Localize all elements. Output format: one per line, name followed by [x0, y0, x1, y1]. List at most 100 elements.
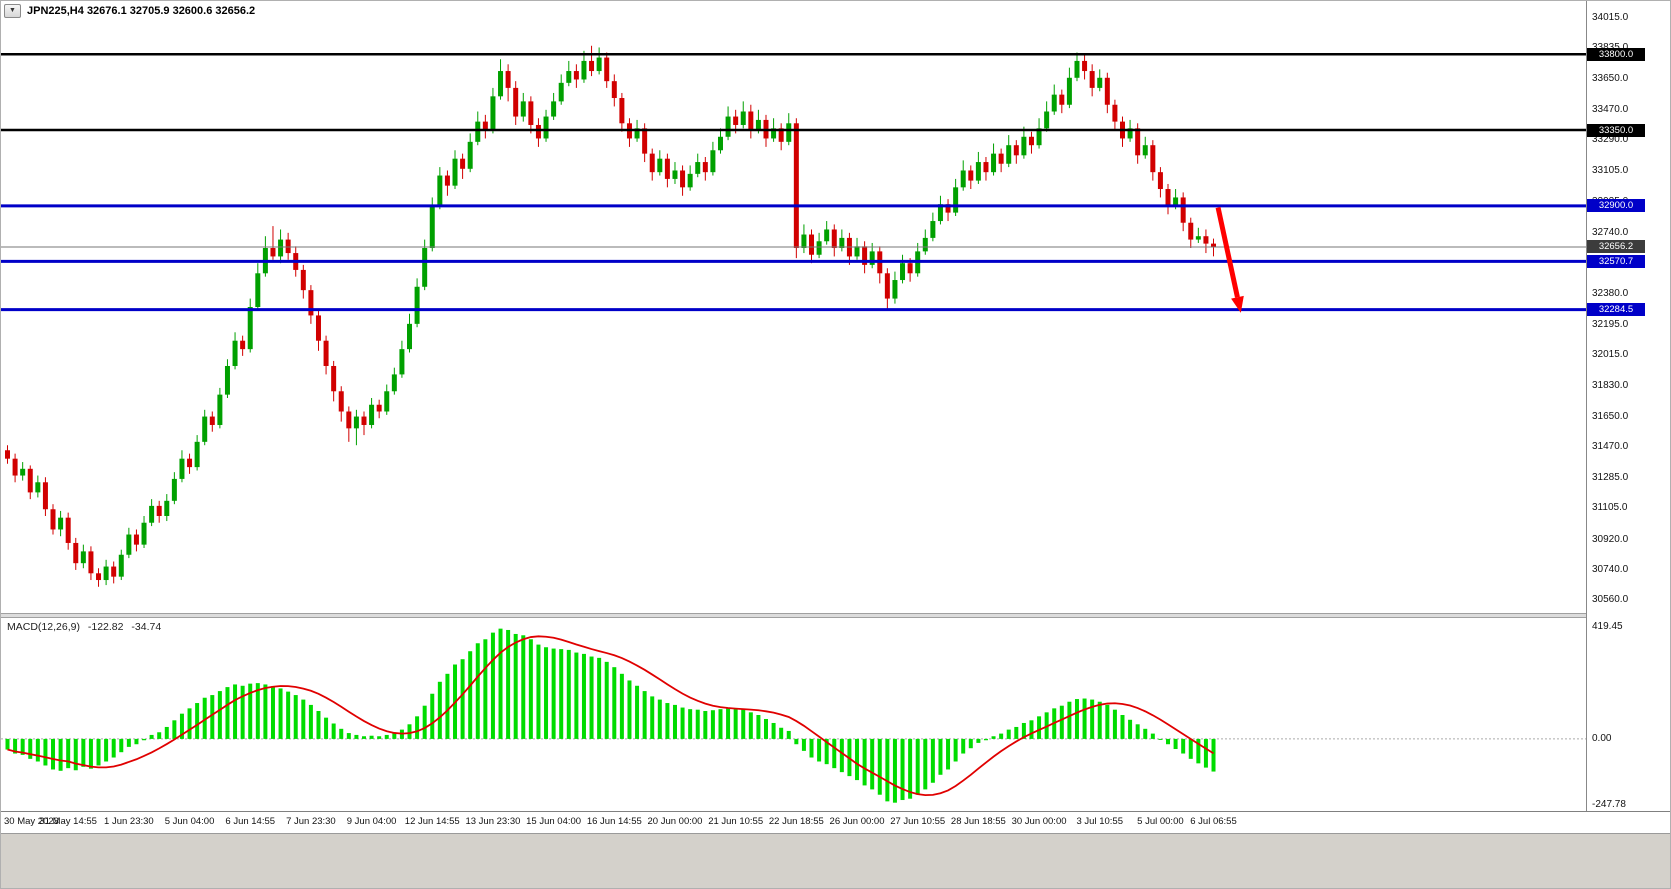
macd-histogram-bar — [809, 738, 814, 758]
macd-histogram-bar — [680, 707, 685, 739]
candle — [915, 242, 921, 277]
macd-histogram-bar — [703, 711, 708, 739]
candle — [695, 153, 701, 178]
macd-histogram-bar — [1059, 705, 1064, 739]
candle — [1082, 54, 1088, 80]
macd-histogram-bar — [134, 738, 139, 745]
macd-histogram-bar — [1158, 738, 1163, 740]
candle — [884, 268, 890, 309]
candle — [460, 153, 466, 179]
chart-symbol-timeframe: JPN225,H4 — [27, 5, 84, 17]
candle — [1150, 140, 1156, 181]
macd-histogram-bar — [255, 683, 260, 739]
candle — [80, 544, 86, 569]
macd-histogram-bar — [58, 738, 63, 771]
candle — [717, 128, 723, 154]
macd-histogram-bar — [164, 726, 169, 739]
macd-histogram-bar — [43, 738, 48, 766]
macd-histogram-bar — [20, 738, 25, 755]
candle — [179, 450, 185, 483]
macd-histogram-bar — [817, 738, 822, 762]
candle — [247, 298, 253, 353]
macd-pane[interactable]: MACD(12,26,9) -122.82 -34.74 — [1, 618, 1586, 811]
macd-chart[interactable] — [1, 618, 1586, 811]
macd-indicator-label: MACD(12,26,9) -122.82 -34.74 — [7, 621, 161, 633]
candle — [725, 106, 731, 141]
macd-histogram-bar — [407, 724, 412, 739]
candle — [1051, 84, 1057, 115]
macd-histogram-bar — [1166, 738, 1171, 745]
down-arrow-annotation[interactable] — [1215, 207, 1240, 298]
candle — [816, 232, 822, 259]
candle — [27, 465, 33, 500]
candle — [285, 232, 291, 260]
macd-histogram-bar — [1105, 704, 1110, 739]
macd-histogram-bar — [308, 704, 313, 739]
price-tick-label: 31285.0 — [1592, 472, 1629, 484]
candle — [111, 561, 117, 584]
candle — [391, 367, 397, 395]
candle — [1028, 131, 1034, 154]
price-tick-label: 32740.0 — [1592, 226, 1629, 238]
macd-histogram-bar — [665, 703, 670, 739]
macd-histogram-bar — [392, 733, 397, 739]
time-axis[interactable]: 30 May 2023 31 May 14:55 1 Jun 23:30 5 Jun … — [1, 811, 1670, 833]
macd-histogram-bar — [991, 736, 996, 739]
candle — [164, 494, 170, 522]
candle — [505, 64, 511, 102]
candle — [513, 81, 519, 125]
down-arrow-head[interactable] — [1231, 295, 1244, 313]
macd-histogram-bar — [536, 644, 541, 739]
time-tick-label: 26 Jun 00:00 — [829, 816, 885, 827]
candle — [672, 162, 678, 184]
candle — [596, 47, 602, 75]
price-axis[interactable]: 34015.033835.033650.033470.033290.033105… — [1586, 1, 1670, 811]
macd-histogram-bar — [468, 651, 473, 739]
candle — [437, 167, 443, 210]
macd-histogram-bar — [66, 738, 71, 769]
macd-histogram-bar — [574, 652, 579, 739]
candle — [224, 359, 230, 399]
macd-histogram-bar — [521, 635, 526, 739]
price-tick-label: 31105.0 — [1592, 502, 1628, 514]
macd-histogram-bar — [748, 712, 753, 739]
pane-splitter[interactable] — [1, 613, 1586, 618]
macd-histogram-bar — [88, 738, 93, 769]
candle — [171, 472, 177, 505]
time-tick-label: 22 Jun 18:55 — [768, 816, 824, 827]
candle — [20, 462, 26, 481]
macd-histogram-bar — [589, 656, 594, 739]
candle — [399, 340, 405, 378]
macd-histogram-bar — [475, 643, 480, 739]
candle — [58, 510, 64, 537]
macd-histogram-bar — [938, 738, 943, 775]
time-tick-label: 5 Jul 00:00 — [1137, 816, 1184, 827]
chart-collapse-button[interactable]: ▼ — [4, 4, 21, 18]
macd-histogram-bar — [104, 738, 109, 762]
macd-name: MACD(12,26,9) — [7, 621, 80, 633]
price-tick-label: 33290.0 — [1592, 134, 1629, 146]
macd-histogram-bar — [217, 691, 222, 739]
candle — [535, 118, 541, 147]
candle — [490, 87, 496, 134]
time-tick-label: 13 Jun 23:30 — [465, 816, 521, 827]
macd-histogram-bar — [1029, 720, 1034, 739]
macd-histogram-bar — [248, 683, 253, 739]
price-tick-label: 31650.0 — [1592, 410, 1629, 422]
candle — [649, 148, 655, 181]
candle — [407, 313, 413, 353]
macd-histogram-bar — [1112, 709, 1117, 739]
time-tick-label: 30 Jun 00:00 — [1011, 816, 1067, 827]
candle — [1119, 116, 1125, 147]
candle — [1142, 136, 1148, 159]
macd-histogram-bar — [1143, 728, 1148, 739]
candle — [96, 568, 102, 587]
macd-histogram-bar — [233, 684, 238, 739]
candlestick-chart[interactable] — [1, 1, 1586, 613]
macd-histogram-bar — [688, 709, 693, 739]
price-chart-pane[interactable]: ▼ JPN225,H4 32676.1 32705.9 32600.6 3265… — [1, 1, 1586, 613]
candle — [551, 92, 557, 120]
candle — [528, 96, 534, 134]
macd-histogram-bar — [961, 738, 966, 754]
macd-histogram-bar — [923, 738, 928, 790]
